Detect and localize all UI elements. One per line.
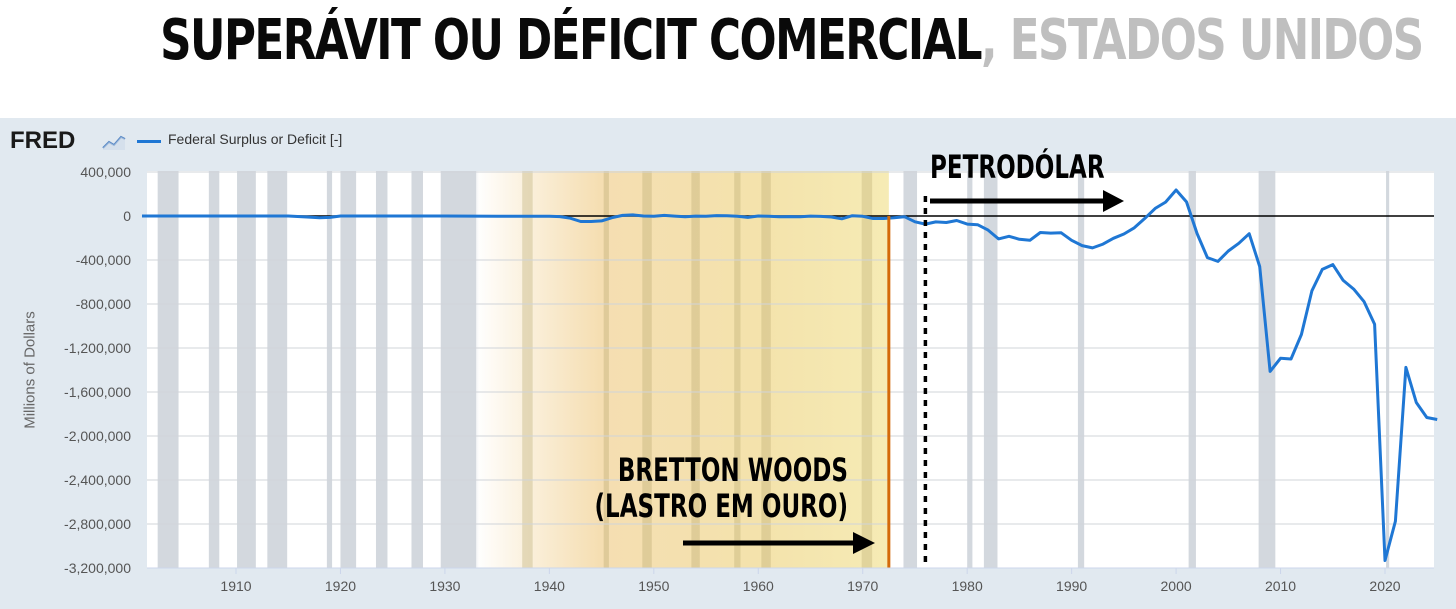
recession-band [267,171,288,568]
y-tick-label: -2,000,000 [64,428,131,444]
recession-band [326,171,333,568]
recession-band-overlay [861,171,873,568]
x-tick-label: 1910 [220,578,251,594]
x-tick-label: 1940 [534,578,565,594]
recession-band-overlay [734,171,741,568]
title-main: SUPERÁVIT OU DÉFICIT COMERCIAL [160,8,982,73]
x-tick-label: 1920 [325,578,356,594]
x-tick-label: 1980 [952,578,983,594]
recession-band-overlay [761,171,771,568]
y-tick-label: -3,200,000 [64,560,131,576]
recession-band [967,171,973,568]
recession-band [1077,171,1085,568]
series [141,188,1438,562]
recession-band-overlay [522,171,533,568]
title-sub: ESTADOS UNIDOS [1009,8,1424,73]
recession-band [1386,171,1390,568]
x-tick-label: 2000 [1161,578,1192,594]
x-tick-label: 2010 [1265,578,1296,594]
recession-band [983,171,998,568]
y-tick-label: -1,200,000 [64,340,131,356]
recession-band [340,171,357,568]
fred-logo: FRED [10,127,76,154]
x-tick-label: 2020 [1369,578,1400,594]
recession-band [1258,171,1276,568]
bretton-woods-label-line1: BRETTON WOODS [618,451,848,489]
bretton-woods-arrow-head [853,532,875,554]
petrodolar-arrow-head [1103,190,1124,212]
page-title: SUPERÁVIT OU DÉFICIT COMERCIAL, ESTADOS … [160,8,1424,73]
chart-line-icon [102,135,126,150]
recession-band-overlay [642,171,652,568]
title-separator: , [981,8,1010,73]
legend-label[interactable]: Federal Surplus or Deficit [-] [168,131,343,147]
recession-band [237,171,256,568]
y-tick-label: -800,000 [76,296,131,312]
recession-band [208,171,220,568]
recession-band [157,171,179,568]
bretton-woods-fill [476,171,889,568]
recession-band [903,171,918,568]
x-tick-label: 1990 [1056,578,1087,594]
x-tick-label: 1960 [743,578,774,594]
bretton-woods-band [476,171,889,568]
recession-band [375,171,388,568]
recession-band [440,171,479,568]
recession-band-overlay [603,171,609,568]
y-tick-label: 0 [123,208,131,224]
y-tick-label: -400,000 [76,252,131,268]
annotations: PETRODÓLAR BRETTON WOODS(LASTRO EM OURO) [595,147,1124,568]
petrodolar-label: PETRODÓLAR [930,147,1105,186]
legend-swatch [137,140,161,143]
axes: 400,000 0 -400,000 -800,000 -1,200,000 -1,600… [64,164,1434,594]
x-tick-label: 1950 [638,578,669,594]
bretton-woods-label-line2: (LASTRO EM OURO) [595,487,848,525]
x-tick-label: 1970 [847,578,878,594]
recession-band [411,171,423,568]
y-tick-label: -1,600,000 [64,384,131,400]
recession-band [1188,171,1196,568]
recession-band-overlay [691,171,700,568]
y-tick-label: -2,800,000 [64,516,131,532]
y-tick-label: 400,000 [80,164,131,180]
y-tick-label: -2,400,000 [64,472,131,488]
x-tick-label: 1930 [429,578,460,594]
